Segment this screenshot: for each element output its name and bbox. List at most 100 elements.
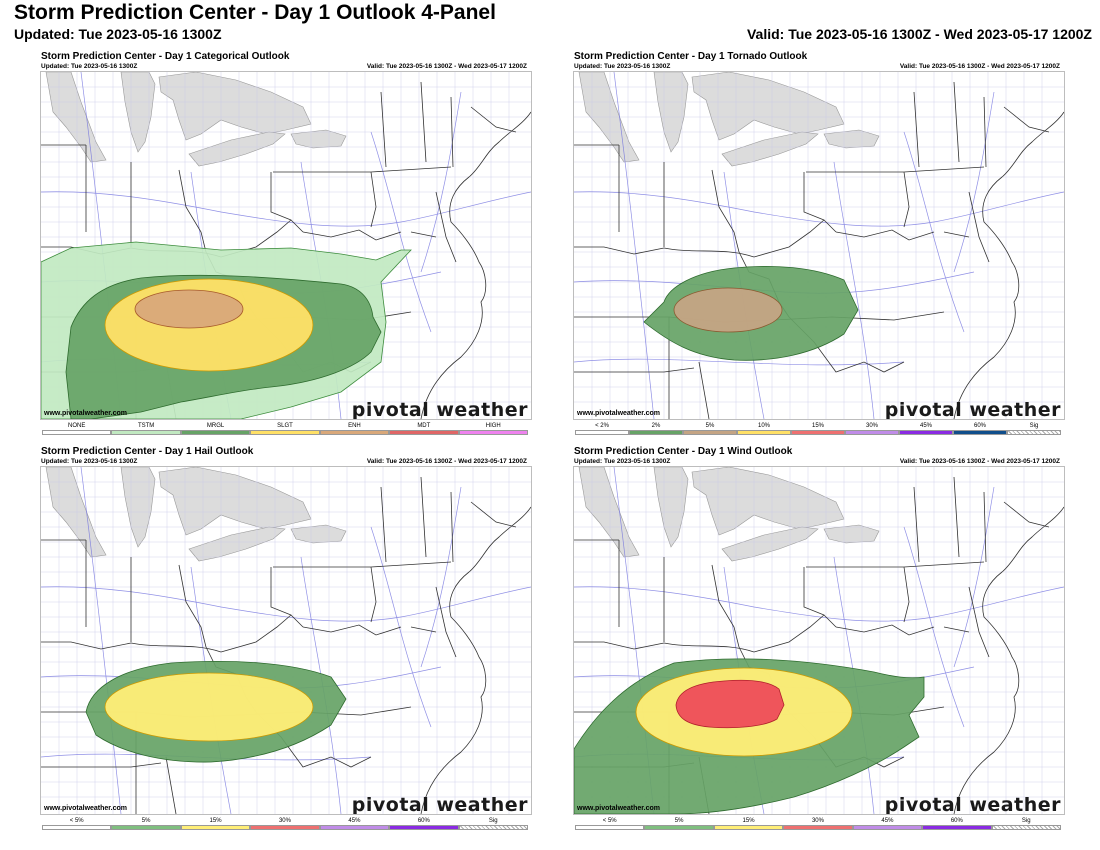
legend-label: 15%	[811, 423, 824, 429]
legend-swatch	[42, 430, 112, 435]
legend-label: SLGT	[277, 423, 293, 429]
brand-logo: pivotal weather	[351, 399, 528, 420]
legend-label: Sig	[488, 818, 498, 824]
legend-swatch	[42, 825, 112, 830]
legend-swatch	[250, 825, 320, 830]
categorical-map-svg	[41, 72, 531, 419]
legend-label: 5%	[674, 818, 684, 824]
panel-updated: Updated: Tue 2023-05-16 1300Z	[574, 63, 671, 70]
legend-swatch	[389, 825, 459, 830]
valid-period: Valid: Tue 2023-05-16 1300Z - Wed 2023-0…	[746, 26, 1092, 42]
legend-swatch	[852, 825, 923, 830]
website-label: www.pivotalweather.com	[44, 805, 127, 812]
legend-swatch	[458, 430, 528, 435]
panel-tornado: Storm Prediction Center - Day 1 Tornado …	[572, 51, 1066, 435]
legend-swatch	[575, 825, 645, 830]
tornado-map-svg	[574, 72, 1064, 419]
website-label: www.pivotalweather.com	[577, 410, 660, 417]
updated-time: Updated: Tue 2023-05-16 1300Z	[14, 26, 222, 42]
legend-swatch	[683, 430, 737, 435]
legend-swatch-sig	[1007, 430, 1061, 435]
legend-label: 30%	[278, 818, 291, 824]
legend-swatch	[319, 430, 390, 435]
map-hail: www.pivotalweather.com pivotal weather	[40, 466, 532, 815]
legend-swatch-sig	[458, 825, 528, 830]
hail-map-svg	[41, 467, 531, 814]
panel-valid: Valid: Tue 2023-05-16 1300Z - Wed 2023-0…	[899, 458, 1060, 465]
legend-label: 60%	[950, 818, 963, 824]
legend-label: 15%	[742, 818, 755, 824]
panel-updated: Updated: Tue 2023-05-16 1300Z	[574, 458, 671, 465]
legend-label: 5%	[141, 818, 151, 824]
legend-swatch	[644, 825, 714, 830]
legend-label: 30%	[865, 423, 878, 429]
wind-map-svg	[574, 467, 1064, 814]
enh-area	[134, 289, 244, 329]
map-tornado: www.pivotalweather.com pivotal weather	[573, 71, 1065, 420]
legend-swatch	[899, 430, 953, 435]
legend-swatch	[250, 430, 320, 435]
legend-swatch	[953, 430, 1007, 435]
legend-label: < 5%	[602, 818, 617, 824]
legend-swatch	[180, 825, 251, 830]
legend-swatch	[575, 430, 629, 435]
legend-label: 15%	[209, 818, 222, 824]
page-title: Storm Prediction Center - Day 1 Outlook …	[14, 1, 496, 24]
legend-label: 45%	[919, 423, 932, 429]
panel-updated: Updated: Tue 2023-05-16 1300Z	[41, 458, 138, 465]
legend-label: 60%	[417, 818, 430, 824]
legend-swatch	[845, 430, 899, 435]
panel-wind: Storm Prediction Center - Day 1 Wind Out…	[572, 446, 1066, 830]
map-wind: www.pivotalweather.com pivotal weather	[573, 466, 1065, 815]
legend-swatch	[783, 825, 853, 830]
legend-swatch	[737, 430, 791, 435]
panel-hail: Storm Prediction Center - Day 1 Hail Out…	[39, 446, 533, 830]
legend-label: Sig	[1021, 818, 1031, 824]
legend-label: MRGL	[206, 423, 225, 429]
panel-title: Storm Prediction Center - Day 1 Wind Out…	[574, 446, 793, 457]
tornado-5pct-area	[673, 287, 783, 333]
legend-label: 60%	[973, 423, 986, 429]
panel-valid: Valid: Tue 2023-05-16 1300Z - Wed 2023-0…	[366, 458, 527, 465]
legend-label: 2%	[651, 423, 661, 429]
website-label: www.pivotalweather.com	[577, 805, 660, 812]
legend-swatch	[111, 825, 181, 830]
legend-label: 30%	[811, 818, 824, 824]
panel-title: Storm Prediction Center - Day 1 Categori…	[41, 51, 290, 62]
legend-label: ENH	[348, 423, 361, 429]
legend-swatch	[180, 430, 251, 435]
brand-logo: pivotal weather	[884, 399, 1061, 420]
legend-label: HIGH	[485, 423, 501, 429]
legend-tornado: < 2% 2% 5% 10% 15% 30% 45% 60% Sig	[575, 422, 1061, 435]
legend-label: < 5%	[69, 818, 84, 824]
panel-title: Storm Prediction Center - Day 1 Hail Out…	[41, 446, 254, 457]
panel-updated: Updated: Tue 2023-05-16 1300Z	[41, 63, 138, 70]
website-label: www.pivotalweather.com	[44, 410, 127, 417]
legend-label: 45%	[881, 818, 894, 824]
legend-label: TSTM	[137, 423, 155, 429]
panel-title: Storm Prediction Center - Day 1 Tornado …	[574, 51, 808, 62]
hail-15pct-area	[104, 672, 314, 742]
legend-wind: < 5% 5% 15% 30% 45% 60% Sig	[575, 817, 1061, 830]
panel-valid: Valid: Tue 2023-05-16 1300Z - Wed 2023-0…	[366, 63, 527, 70]
legend-swatch	[713, 825, 784, 830]
legend-label: 10%	[757, 423, 770, 429]
brand-logo: pivotal weather	[351, 794, 528, 815]
legend-label: 45%	[348, 818, 361, 824]
panel-categorical: Storm Prediction Center - Day 1 Categori…	[39, 51, 533, 435]
legend-hail: < 5% 5% 15% 30% 45% 60% Sig	[42, 817, 528, 830]
legend-swatch	[389, 430, 459, 435]
legend-swatch	[111, 430, 181, 435]
legend-label: NONE	[68, 423, 86, 429]
legend-swatch	[319, 825, 390, 830]
legend-swatch	[922, 825, 992, 830]
legend-swatch	[629, 430, 683, 435]
legend-label: 5%	[705, 423, 715, 429]
map-categorical: www.pivotalweather.com pivotal weather	[40, 71, 532, 420]
legend-label: MDT	[417, 423, 431, 429]
legend-label: Sig	[1029, 423, 1039, 429]
legend-swatch	[791, 430, 845, 435]
legend-swatch-sig	[991, 825, 1061, 830]
wind-30pct-area	[675, 679, 785, 729]
panel-valid: Valid: Tue 2023-05-16 1300Z - Wed 2023-0…	[899, 63, 1060, 70]
